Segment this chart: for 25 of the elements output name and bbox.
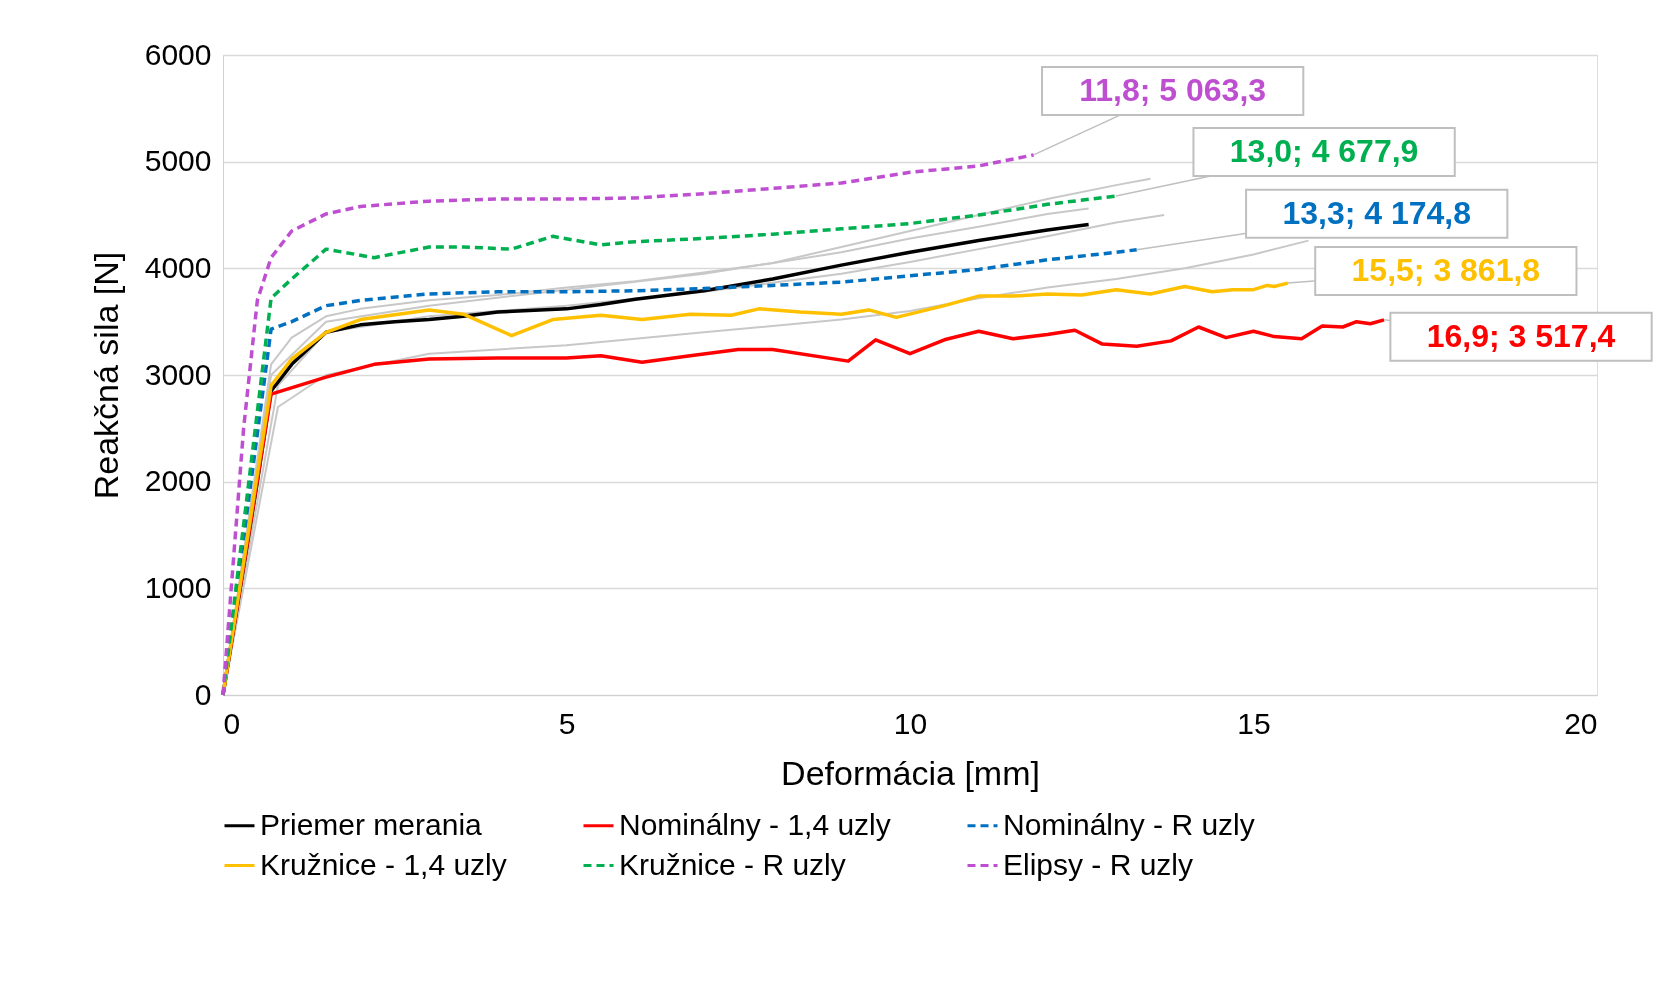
y-tick-label: 4000	[144, 250, 212, 284]
annotation: 16,9; 3 517,4	[1426, 317, 1616, 354]
legend-label: Kružnice - R uzly	[619, 847, 846, 881]
x-tick-label: 5	[558, 706, 576, 740]
annotation: 11,8; 5 063,3	[1079, 71, 1267, 108]
y-tick-label: 6000	[144, 37, 212, 71]
x-tick-label: 10	[893, 706, 928, 740]
x-tick-label: 20	[1564, 706, 1598, 740]
y-tick-label: 1000	[144, 570, 212, 604]
annotation: 13,0; 4 677,9	[1229, 133, 1419, 170]
legend-label: Kružnice - 1,4 uzly	[260, 847, 507, 881]
x-axis-title: Deformácia [mm]	[781, 753, 1040, 792]
annotation: 13,3; 4 174,8	[1282, 194, 1472, 231]
x-tick-label: 15	[1237, 706, 1271, 740]
legend-label: Nominálny - 1,4 uzly	[619, 807, 891, 841]
legend-label: Elipsy - R uzly	[1003, 847, 1194, 881]
legend-label: Nominálny - R uzly	[1003, 807, 1255, 841]
y-tick-label: 3000	[144, 357, 212, 391]
annotation: 15,5; 3 861,8	[1351, 252, 1541, 289]
x-tick-label: 0	[223, 706, 241, 740]
y-tick-label: 2000	[144, 464, 212, 498]
y-tick-label: 0	[194, 677, 212, 711]
y-axis-title: Reakčná sila [N]	[86, 251, 125, 500]
legend-label: Priemer merania	[260, 807, 483, 841]
y-tick-label: 5000	[144, 144, 212, 178]
